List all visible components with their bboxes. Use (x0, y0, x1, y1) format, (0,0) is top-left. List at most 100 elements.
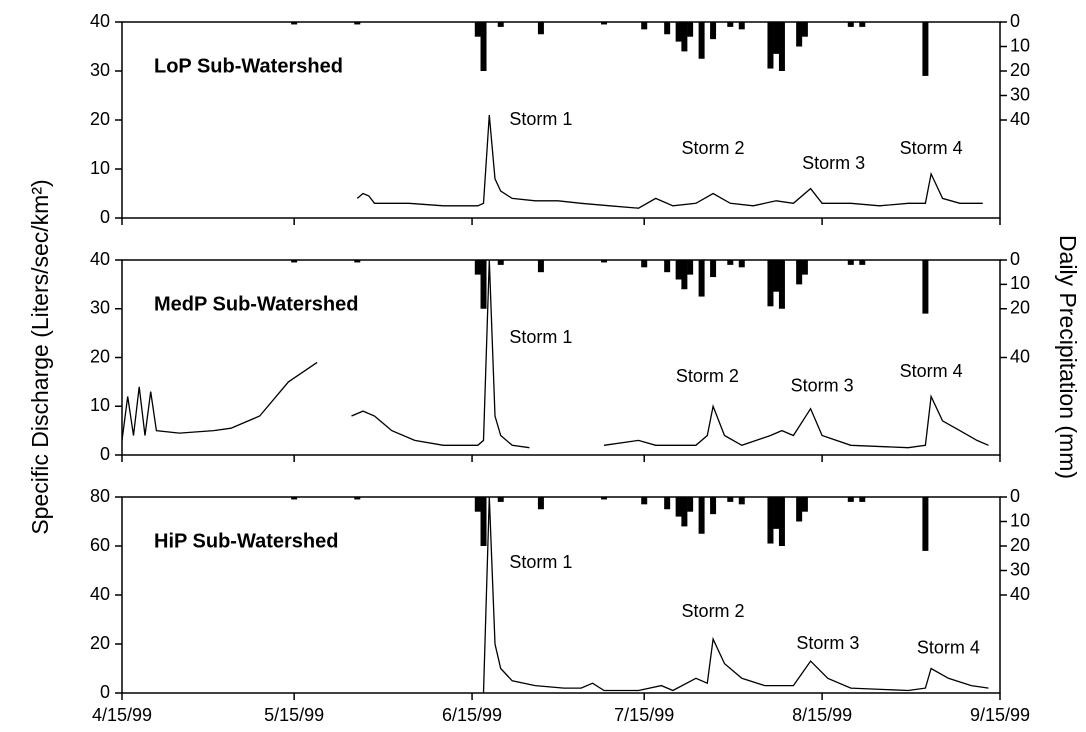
storm-label: Storm 4 (900, 361, 963, 381)
y-tick-label: 20 (90, 633, 110, 653)
precip-bar (847, 497, 854, 502)
precip-bar (601, 260, 608, 263)
y-tick-label: 40 (90, 249, 110, 269)
storm-label: Storm 2 (682, 601, 745, 621)
precip-bar (727, 260, 734, 265)
y-tick-label: 80 (90, 486, 110, 506)
precip-bar (767, 497, 774, 544)
precip-bar (681, 22, 688, 52)
precip-bar (664, 497, 671, 510)
precip-bar (687, 497, 694, 512)
precip-bar (796, 22, 803, 47)
y-tick-label: 40 (90, 584, 110, 604)
precip-bar (710, 22, 717, 40)
precip-bar (922, 497, 929, 551)
y-tick-label: 20 (90, 109, 110, 129)
precip-bar (480, 497, 487, 546)
precip-bar (698, 497, 705, 534)
x-tick-label: 4/15/99 (92, 705, 152, 725)
precip-bar (474, 22, 481, 37)
precip-bar (778, 260, 785, 309)
precip-bar (687, 260, 694, 275)
x-tick-label: 6/15/99 (442, 705, 502, 725)
precip-bar (710, 497, 717, 515)
x-tick-label: 9/15/99 (970, 705, 1030, 725)
y-tick-label: 60 (90, 535, 110, 555)
y2-tick-label: 0 (1010, 11, 1020, 31)
y-tick-label: 30 (90, 298, 110, 318)
precip-bar (681, 260, 688, 290)
precip-bar (537, 22, 544, 35)
y2-tick-label: 40 (1010, 584, 1030, 604)
precip-bar (687, 22, 694, 37)
y-tick-label: 0 (100, 682, 110, 702)
x-tick-label: 8/15/99 (792, 705, 852, 725)
y-tick-label: 20 (90, 346, 110, 366)
y-tick-label: 10 (90, 158, 110, 178)
storm-label: Storm 1 (509, 109, 572, 129)
panel-label: LoP Sub-Watershed (154, 55, 343, 77)
precip-bar (727, 497, 734, 502)
precip-bar (738, 260, 745, 268)
precip-bar (801, 260, 808, 275)
precip-bar (291, 497, 298, 500)
y-tick-label: 0 (100, 207, 110, 227)
precip-bar (796, 497, 803, 522)
precip-bar (922, 260, 929, 314)
precip-bar (291, 22, 298, 25)
storm-label: Storm 4 (917, 638, 980, 658)
precip-bar (675, 497, 682, 517)
precip-bar (859, 22, 866, 27)
precip-bar (767, 260, 774, 307)
y2-tick-label: 20 (1010, 298, 1030, 318)
y2-tick-label: 40 (1010, 346, 1030, 366)
precip-bar (497, 497, 504, 502)
precip-bar (847, 260, 854, 265)
precip-bar (773, 22, 780, 54)
precip-bar (354, 497, 361, 500)
precip-bar (922, 22, 929, 76)
storm-label: Storm 2 (682, 138, 745, 158)
y2-tick-label: 0 (1010, 249, 1020, 269)
plot-frame (121, 259, 1001, 456)
precip-bar (801, 22, 808, 37)
precip-bar (675, 22, 682, 42)
panel-label: MedP Sub-Watershed (154, 293, 358, 315)
precip-bar (847, 22, 854, 27)
x-tick-label: 7/15/99 (614, 705, 674, 725)
precip-bar (773, 260, 780, 292)
precip-bar (681, 497, 688, 527)
precip-bar (537, 260, 544, 273)
precip-bar (497, 260, 504, 265)
y-tick-label: 0 (100, 444, 110, 464)
precip-bar (641, 22, 648, 30)
y-axis-title: Specific Discharge (Liters/sec/km²) (27, 179, 53, 534)
precip-bar (773, 497, 780, 529)
x-tick-label: 5/15/99 (264, 705, 324, 725)
y2-tick-label: 20 (1010, 535, 1030, 555)
precip-bar (738, 22, 745, 30)
precip-bar (778, 22, 785, 71)
plot-frame (121, 496, 1001, 694)
discharge-line (482, 496, 989, 694)
storm-label: Storm 3 (796, 633, 859, 653)
y-tick-label: 30 (90, 60, 110, 80)
y2-tick-label: 20 (1010, 60, 1030, 80)
y-tick-label: 10 (90, 395, 110, 415)
y2-tick-label: 10 (1010, 273, 1030, 293)
precip-bar (664, 22, 671, 35)
y2-axis-title: Daily Precipitation (mm) (1055, 235, 1081, 479)
precip-bar (641, 260, 648, 268)
discharge-line (356, 115, 983, 209)
precip-bar (859, 260, 866, 265)
precip-bar (710, 260, 717, 278)
precip-bar (664, 260, 671, 273)
precip-bar (698, 260, 705, 297)
precip-bar (354, 260, 361, 263)
storm-label: Storm 4 (900, 138, 963, 158)
y2-tick-label: 40 (1010, 109, 1030, 129)
precip-bar (778, 497, 785, 546)
panel-label: HiP Sub-Watershed (154, 530, 338, 552)
storm-label: Storm 3 (802, 153, 865, 173)
precip-bar (480, 22, 487, 71)
